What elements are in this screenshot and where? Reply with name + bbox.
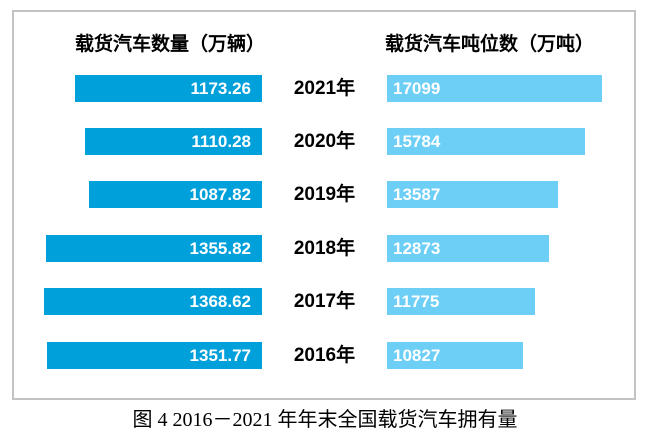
tonnage-value: 10827 (393, 345, 441, 365)
quantity-value: 1351.77 (189, 345, 251, 365)
chart-row: 1355.82 2018年 12873 (14, 234, 634, 262)
tonnage-value: 17099 (393, 78, 441, 98)
chart-frame: 载货汽车数量（万辆） 载货汽车吨位数（万吨） 1173.26 2021年 17099… (12, 10, 636, 400)
year-label: 2021年 (293, 77, 356, 99)
tonnage-value: 13587 (393, 185, 441, 205)
year-label: 2019年 (293, 184, 356, 206)
chart-row: 1087.82 2019年 13587 (14, 181, 634, 209)
quantity-bar: 1110.28 (85, 127, 262, 155)
tonnage-value: 12873 (393, 238, 441, 258)
tonnage-bar: 11775 (387, 288, 536, 316)
quantity-value: 1355.82 (189, 238, 251, 258)
right-series-title: 载货汽车吨位数（万吨） (385, 34, 595, 55)
quantity-value: 1087.82 (189, 185, 251, 205)
year-label: 2018年 (293, 237, 356, 259)
quantity-bar: 1351.77 (46, 341, 262, 369)
figure-caption: 图 4 2016－2021 年年末全国载货汽车拥有量 (132, 409, 518, 431)
tonnage-bar: 13587 (387, 181, 558, 209)
quantity-bar: 1173.26 (75, 74, 262, 102)
chart-row: 1351.77 2016年 10827 (14, 341, 634, 369)
tonnage-bar: 10827 (387, 341, 524, 369)
quantity-bar: 1087.82 (88, 181, 262, 209)
left-series-title: 载货汽车数量（万辆） (75, 34, 266, 55)
quantity-value: 1173.26 (190, 78, 251, 98)
tonnage-bar: 17099 (387, 74, 602, 102)
tonnage-value: 11775 (393, 292, 440, 312)
quantity-bar: 1368.62 (44, 288, 262, 316)
quantity-value: 1110.28 (191, 131, 251, 151)
year-label: 2017年 (293, 291, 356, 313)
year-label: 2020年 (293, 130, 356, 152)
year-label: 2016年 (293, 344, 356, 366)
tonnage-bar: 15784 (387, 127, 586, 155)
tonnage-value: 15784 (393, 131, 441, 151)
tonnage-bar: 12873 (387, 234, 549, 262)
chart-row: 1173.26 2021年 17099 (14, 74, 634, 102)
chart-row: 1368.62 2017年 11775 (14, 288, 634, 316)
quantity-value: 1368.62 (189, 292, 251, 312)
chart-row: 1110.28 2020年 15784 (14, 127, 634, 155)
quantity-bar: 1355.82 (46, 234, 262, 262)
